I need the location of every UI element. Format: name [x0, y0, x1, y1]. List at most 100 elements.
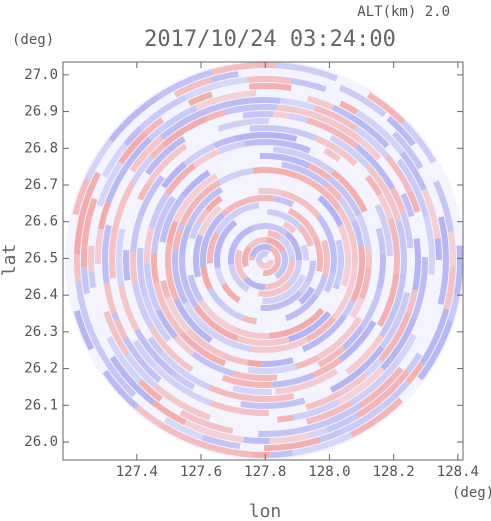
echo-arc	[389, 187, 406, 213]
echo-arc	[243, 276, 266, 291]
echo-arc	[153, 383, 211, 421]
echo-arc	[219, 97, 281, 110]
echo-arc	[323, 147, 342, 163]
echo-arc	[307, 403, 362, 432]
echo-arc	[242, 111, 274, 119]
echo-arc	[272, 372, 315, 388]
echo-arc	[337, 123, 362, 143]
y-tick-label: 26.7	[24, 177, 58, 193]
echo-arc	[214, 202, 260, 235]
echo-arc	[309, 427, 329, 439]
echo-arc	[151, 400, 187, 426]
echo-arc	[269, 307, 325, 339]
echo-arc	[204, 109, 227, 122]
echo-arc	[192, 148, 222, 168]
y-tick-label: 26.9	[24, 104, 58, 120]
echo-arc	[268, 450, 293, 458]
echo-arc	[186, 186, 224, 228]
echo-arc	[349, 397, 404, 438]
echo-arc	[118, 284, 140, 332]
echo-arc	[105, 151, 139, 203]
echo-arc	[113, 318, 128, 340]
echo-arc	[336, 389, 358, 406]
echo-arc	[405, 361, 425, 384]
echo-arc	[207, 231, 220, 264]
y-tick-label: 26.2	[24, 361, 58, 377]
echo-arc	[109, 232, 118, 279]
echo-arc	[218, 140, 246, 154]
echo-arc	[411, 257, 428, 319]
echo-arc	[329, 134, 371, 170]
echo-arc	[391, 131, 424, 170]
echo-arc	[349, 297, 365, 319]
echo-arc	[134, 404, 164, 428]
echo-arc	[301, 313, 347, 353]
echo-arc	[179, 331, 227, 367]
echo-arc	[374, 203, 393, 257]
echo-arc	[159, 193, 186, 243]
echo-arc	[183, 419, 245, 443]
echo-arc	[84, 138, 114, 181]
echo-arc	[184, 76, 248, 101]
echo-arc	[217, 118, 269, 132]
echo-arc	[288, 113, 309, 124]
echo-arc	[419, 308, 450, 365]
echo-arc	[183, 301, 200, 322]
echo-arc	[173, 77, 213, 98]
echo-arc	[130, 155, 154, 185]
echo-arc	[273, 249, 288, 280]
echo-arc	[353, 125, 390, 159]
echo-arc	[213, 135, 237, 149]
echo-arc	[144, 227, 155, 264]
echo-arc	[453, 245, 463, 296]
echo-arc	[187, 91, 213, 107]
echo-arc	[378, 311, 412, 363]
echo-arc	[236, 249, 243, 254]
echo-arc	[228, 263, 250, 293]
echo-arc	[179, 179, 221, 227]
echo-arc	[342, 299, 356, 318]
echo-arc	[277, 234, 295, 261]
echo-arc	[339, 100, 358, 115]
echo-arc	[399, 150, 427, 191]
echo-arc	[338, 320, 377, 363]
echo-arc	[294, 354, 320, 370]
echo-arc	[329, 345, 385, 393]
echo-arc	[249, 336, 309, 353]
echo-arc	[288, 310, 332, 343]
echo-arc	[320, 239, 330, 277]
echo-arc	[247, 237, 267, 250]
echo-arc	[379, 291, 411, 350]
echo-arc	[134, 328, 175, 376]
echo-arc	[275, 62, 338, 82]
echo-arc	[179, 409, 234, 434]
echo-arc	[106, 335, 143, 384]
echo-arc	[380, 316, 418, 371]
echo-arc	[234, 132, 298, 142]
echo-arc	[177, 223, 185, 231]
x-tick-label: 127.8	[244, 464, 286, 480]
echo-arc	[221, 282, 241, 304]
x-tick-label: 127.4	[116, 464, 158, 480]
echo-arc	[337, 224, 351, 287]
echo-arc	[221, 374, 273, 388]
echo-arc	[243, 436, 270, 444]
echo-arc	[132, 339, 157, 368]
echo-arc	[103, 310, 130, 356]
echo-arc	[138, 94, 188, 131]
echo-arc	[347, 113, 390, 149]
echo-arc	[108, 94, 160, 143]
echo-arc	[165, 163, 197, 196]
echo-arc	[95, 228, 104, 264]
echo-arc	[179, 224, 193, 257]
echo-arc	[356, 213, 372, 249]
echo-arc	[214, 219, 238, 269]
echo-arc	[355, 369, 410, 419]
echo-arc	[148, 209, 161, 229]
echo-arc	[447, 231, 456, 267]
echo-arc	[230, 325, 270, 339]
echo-arc	[265, 237, 286, 253]
echo-arc	[151, 363, 173, 383]
echo-arc	[358, 266, 372, 300]
